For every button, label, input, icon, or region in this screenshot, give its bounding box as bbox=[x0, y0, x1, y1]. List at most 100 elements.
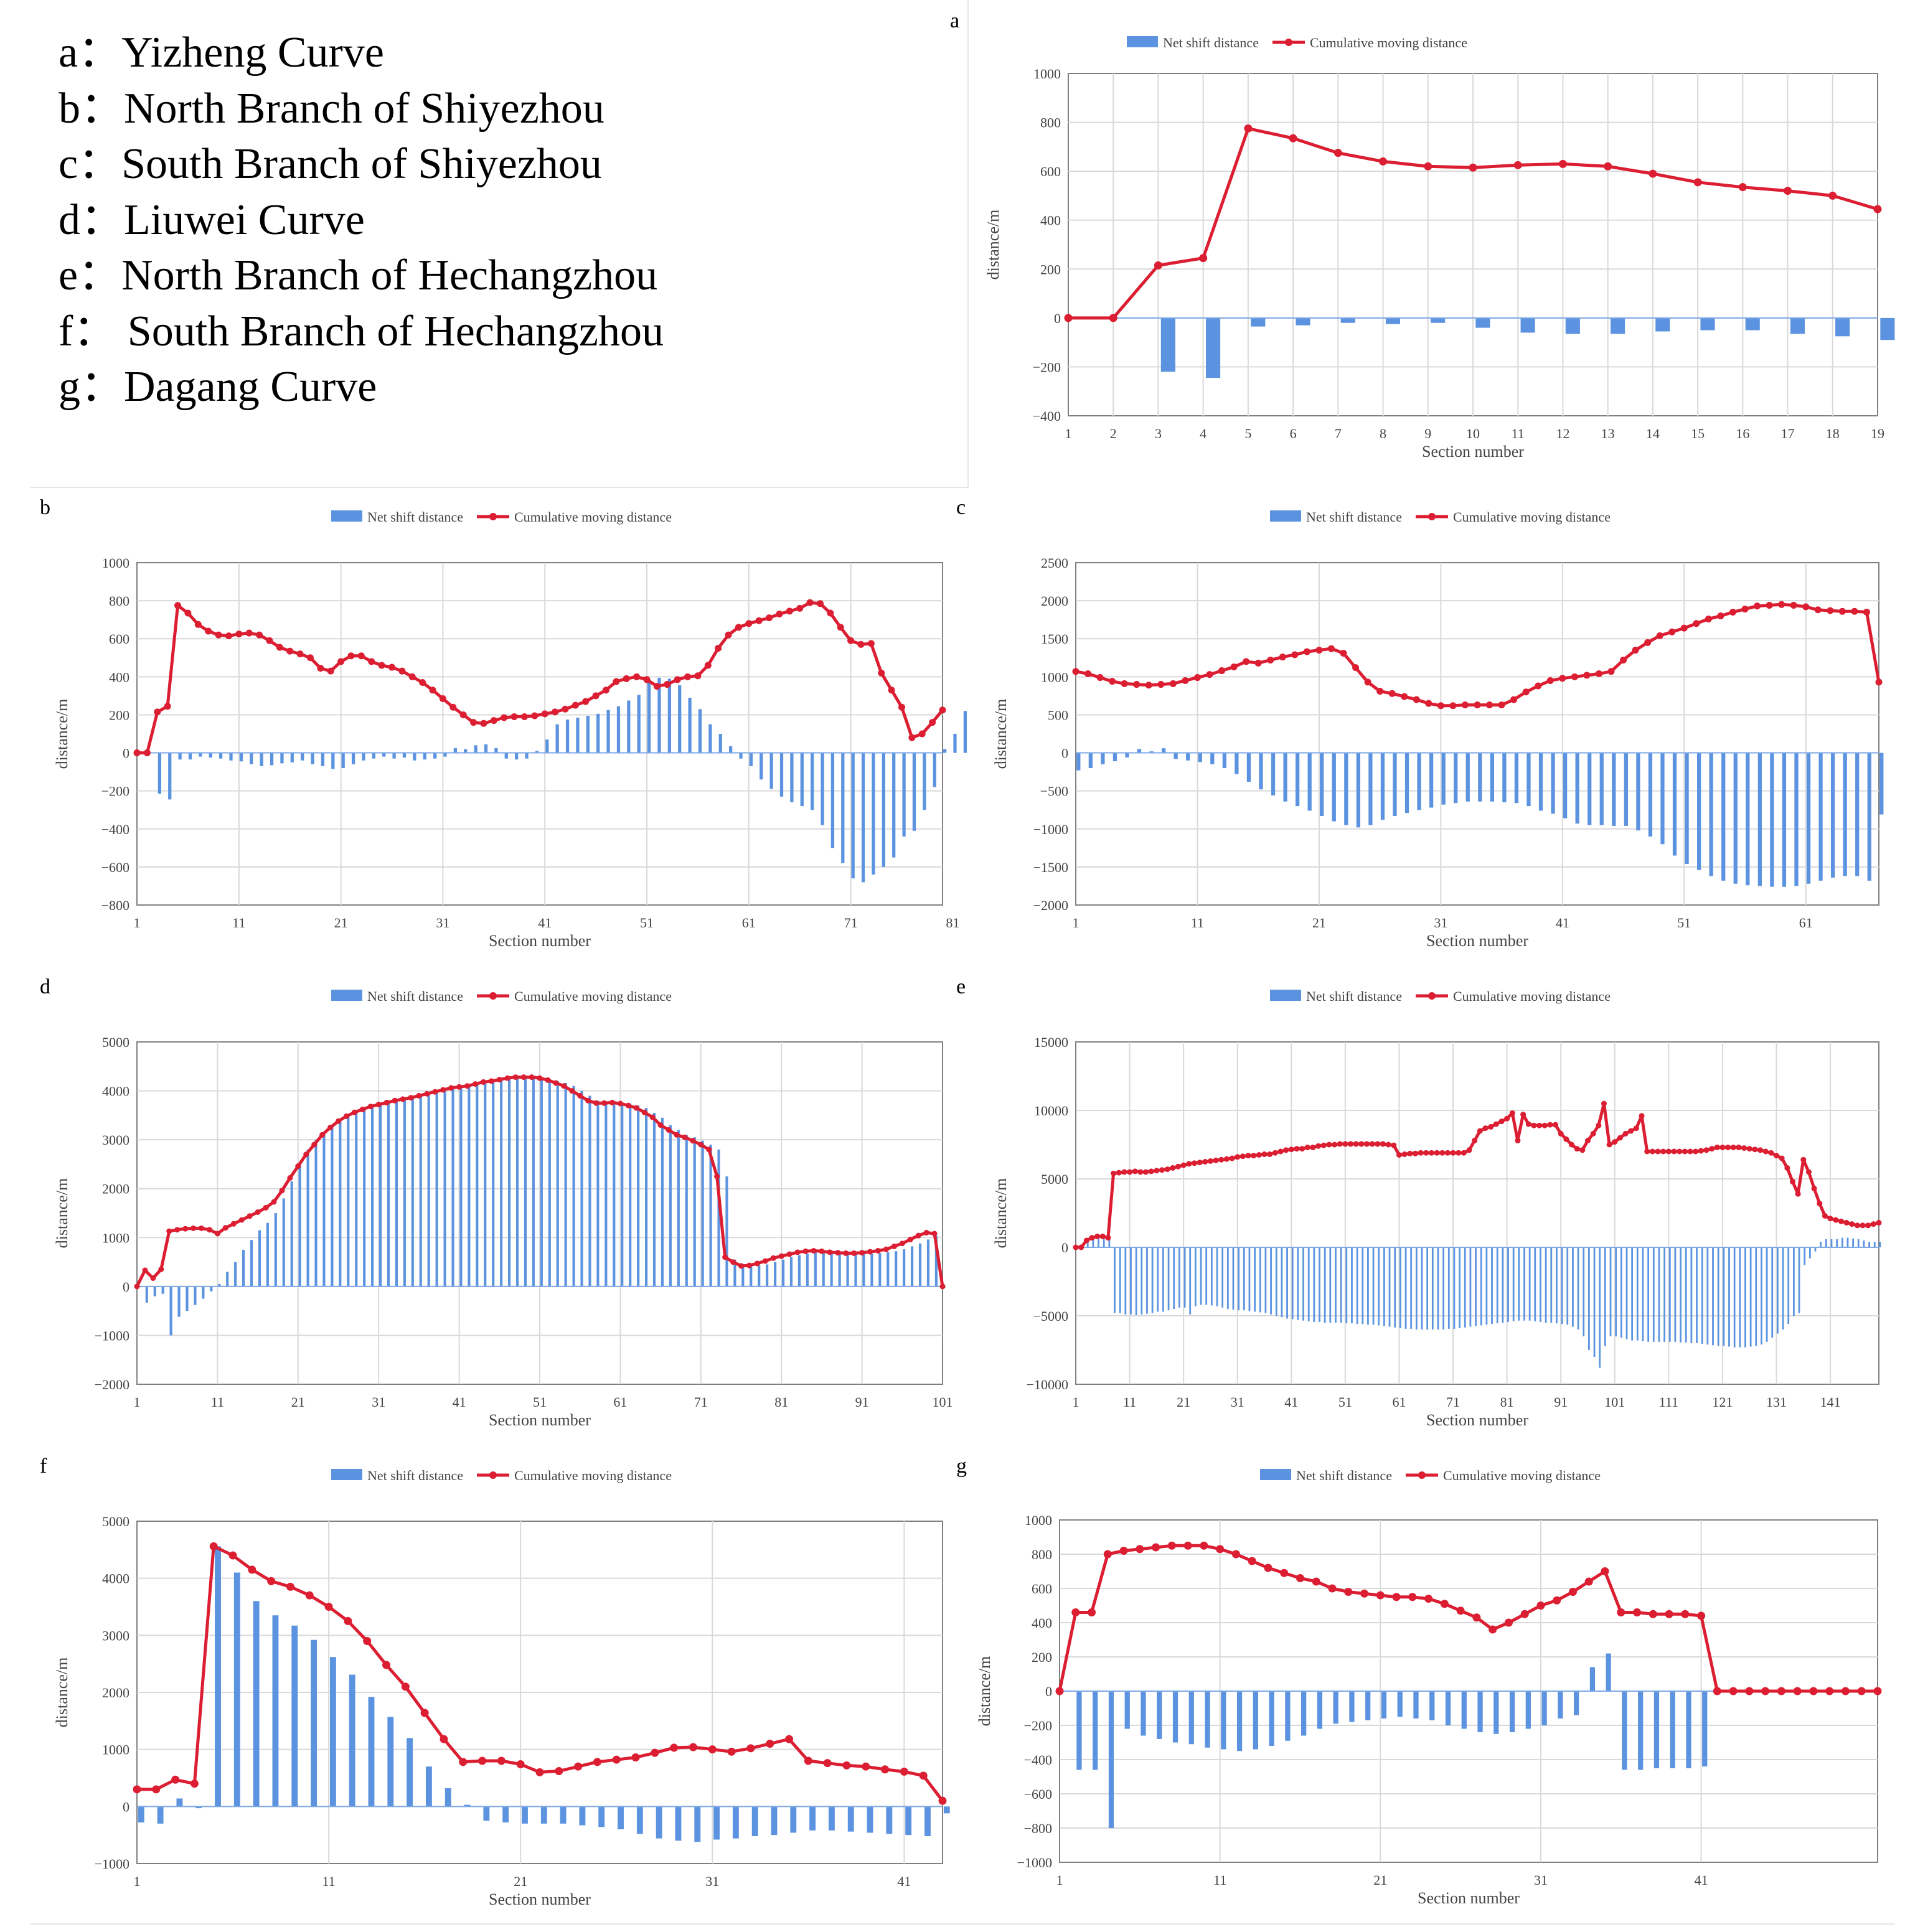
cumulative-point bbox=[1197, 1160, 1203, 1166]
net-shift-bar bbox=[725, 1176, 728, 1287]
net-shift-bar bbox=[933, 753, 936, 787]
cumulative-point bbox=[664, 681, 671, 688]
net-shift-bar bbox=[395, 1100, 398, 1287]
cumulative-point bbox=[1558, 1130, 1564, 1137]
panel-label: a bbox=[950, 9, 959, 32]
cumulative-point bbox=[778, 1253, 784, 1259]
net-shift-bar bbox=[1333, 1691, 1338, 1724]
cumulative-point bbox=[1569, 1142, 1575, 1148]
cumulative-point bbox=[1729, 608, 1736, 616]
net-shift-bar bbox=[1493, 1691, 1499, 1734]
cumulative-point bbox=[1264, 1564, 1272, 1572]
cumulative-point bbox=[745, 620, 753, 627]
net-shift-bar bbox=[838, 1252, 841, 1287]
cumulative-point bbox=[651, 1748, 659, 1757]
x-tick-label: 18 bbox=[1826, 426, 1840, 441]
net-shift-bar bbox=[1454, 753, 1458, 804]
cumulative-point bbox=[786, 1251, 793, 1257]
net-shift-bar bbox=[266, 1222, 269, 1287]
y-tick-label: −10000 bbox=[1027, 1377, 1068, 1392]
cumulative-point bbox=[1312, 1577, 1320, 1586]
cumulative-point bbox=[478, 1756, 487, 1765]
net-shift-bar bbox=[586, 715, 590, 753]
cumulative-point bbox=[1182, 677, 1189, 684]
net-shift-bar bbox=[1172, 1691, 1178, 1743]
y-tick-label: −1500 bbox=[1033, 860, 1068, 875]
net-shift-bar bbox=[1540, 1247, 1541, 1322]
cumulative-point bbox=[1071, 1608, 1080, 1616]
net-shift-bar bbox=[1733, 1247, 1736, 1348]
cumulative-point bbox=[900, 1767, 908, 1776]
net-shift-bar bbox=[1413, 1691, 1419, 1719]
x-tick-label: 3 bbox=[1155, 426, 1162, 441]
key-item-d: d：Liuwei Curve bbox=[59, 195, 365, 244]
cumulative-point bbox=[1668, 628, 1676, 635]
x-tick-label: 13 bbox=[1601, 426, 1615, 441]
cumulative-point bbox=[1876, 1219, 1882, 1226]
cumulative-point bbox=[1375, 1141, 1381, 1147]
cumulative-point bbox=[1745, 1687, 1754, 1695]
cumulative-point bbox=[324, 1603, 333, 1611]
net-shift-bar bbox=[1538, 753, 1543, 811]
cumulative-point bbox=[1488, 1123, 1494, 1130]
cumulative-point bbox=[802, 1248, 809, 1254]
net-shift-bar bbox=[1329, 1247, 1332, 1323]
net-shift-bar bbox=[851, 753, 855, 879]
net-shift-bar bbox=[1868, 1242, 1870, 1247]
net-shift-bar bbox=[387, 1717, 394, 1807]
cumulative-point bbox=[577, 1092, 583, 1099]
cumulative-point bbox=[1261, 1151, 1268, 1157]
net-shift-bar bbox=[459, 1086, 463, 1287]
chart-panel-b: b −800 −600 −400 −200 0 200 400 600 800 1000 1 11 21 3… bbox=[30, 488, 969, 967]
cumulative-point bbox=[1272, 1150, 1278, 1156]
cumulative-point bbox=[689, 1743, 697, 1751]
cumulative-point bbox=[344, 1616, 352, 1625]
cumulative-point bbox=[1644, 1148, 1650, 1155]
cumulative-point bbox=[1474, 701, 1481, 709]
cumulative-point bbox=[1825, 1687, 1834, 1695]
x-tick-label: 71 bbox=[1446, 1394, 1460, 1410]
net-shift-bar bbox=[1655, 317, 1670, 332]
cumulative-point bbox=[520, 1074, 527, 1081]
x-tick-label: 61 bbox=[613, 1394, 627, 1410]
cumulative-point bbox=[1364, 1141, 1370, 1147]
cumulative-point bbox=[1553, 1596, 1561, 1605]
net-shift-bar bbox=[963, 711, 967, 753]
net-shift-bar bbox=[1332, 753, 1336, 822]
net-shift-bar bbox=[806, 1254, 809, 1287]
cumulative-point bbox=[357, 652, 365, 660]
net-shift-bar bbox=[1319, 1247, 1320, 1322]
net-shift-bar bbox=[895, 1251, 898, 1287]
y-tick-label: 5000 bbox=[102, 1034, 129, 1050]
net-shift-bar bbox=[1173, 1247, 1175, 1309]
net-shift-bar bbox=[1777, 1247, 1779, 1334]
net-shift-bar bbox=[1275, 1247, 1277, 1316]
cumulative-point bbox=[1344, 1588, 1353, 1596]
net-shift-bar bbox=[1545, 1247, 1547, 1323]
net-shift-bar bbox=[606, 710, 610, 753]
net-shift-bar bbox=[616, 706, 621, 753]
cumulative-point bbox=[1790, 601, 1797, 609]
cumulative-point bbox=[1244, 124, 1253, 133]
net-shift-bar bbox=[1867, 753, 1871, 881]
net-shift-bar bbox=[809, 1806, 816, 1831]
cumulative-point bbox=[1828, 191, 1837, 200]
cumulative-point bbox=[1677, 1148, 1683, 1155]
cumulative-point bbox=[939, 706, 946, 714]
y-tick-label: 400 bbox=[1040, 213, 1061, 228]
net-shift-bar bbox=[560, 1806, 567, 1824]
cumulative-point bbox=[1741, 1145, 1747, 1151]
plot-area-border bbox=[136, 562, 943, 906]
net-shift-bar bbox=[1706, 1247, 1709, 1345]
cumulative-point bbox=[816, 600, 824, 607]
net-shift-bar bbox=[427, 1092, 430, 1287]
cumulative-point bbox=[1055, 1687, 1064, 1695]
cumulative-point bbox=[1681, 1610, 1690, 1618]
cumulative-point bbox=[1408, 1593, 1417, 1601]
legend: Net shift distance Cumulative moving dist… bbox=[1270, 509, 1611, 525]
x-tick-label: 11 bbox=[1191, 915, 1204, 931]
cumulative-point bbox=[1633, 1608, 1642, 1616]
cumulative-point bbox=[1191, 1160, 1197, 1166]
legend-label-net-shift: Net shift distance bbox=[367, 988, 463, 1004]
